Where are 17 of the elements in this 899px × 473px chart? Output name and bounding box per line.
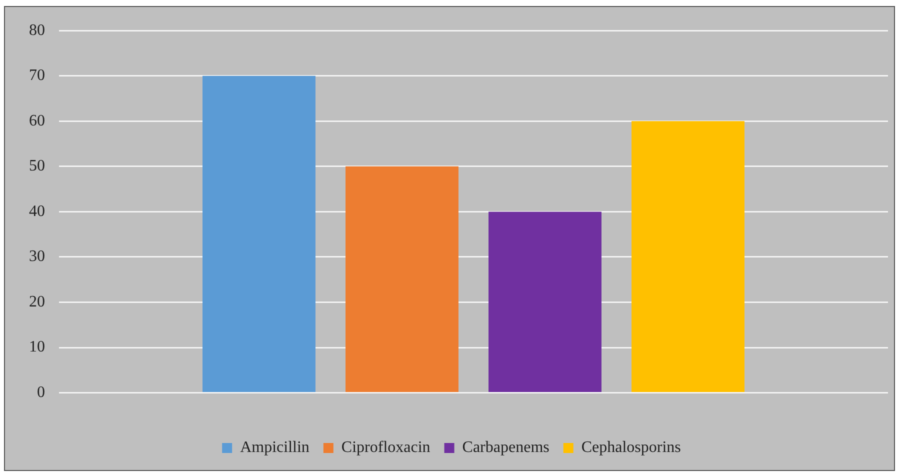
y-tick-label: 80	[29, 22, 45, 39]
legend-label: Ciprofloxacin	[341, 439, 430, 456]
y-tick-label: 30	[29, 248, 45, 266]
bar	[202, 76, 316, 392]
y-tick-label: 50	[29, 158, 45, 175]
bar	[488, 212, 602, 392]
y-tick-label: 70	[29, 67, 45, 84]
y-tick-label: 60	[29, 112, 45, 130]
bar	[632, 121, 744, 392]
y-tick-label: 0	[37, 384, 45, 402]
y-tick-label: 20	[29, 293, 45, 310]
legend-label: Ampicillin	[240, 439, 310, 456]
y-tick-label: 40	[29, 202, 45, 220]
bar	[346, 166, 458, 392]
legend-label: Cephalosporins	[581, 439, 681, 456]
y-tick-label: 10	[29, 338, 45, 356]
legend-label: Carbapenems	[462, 439, 550, 456]
